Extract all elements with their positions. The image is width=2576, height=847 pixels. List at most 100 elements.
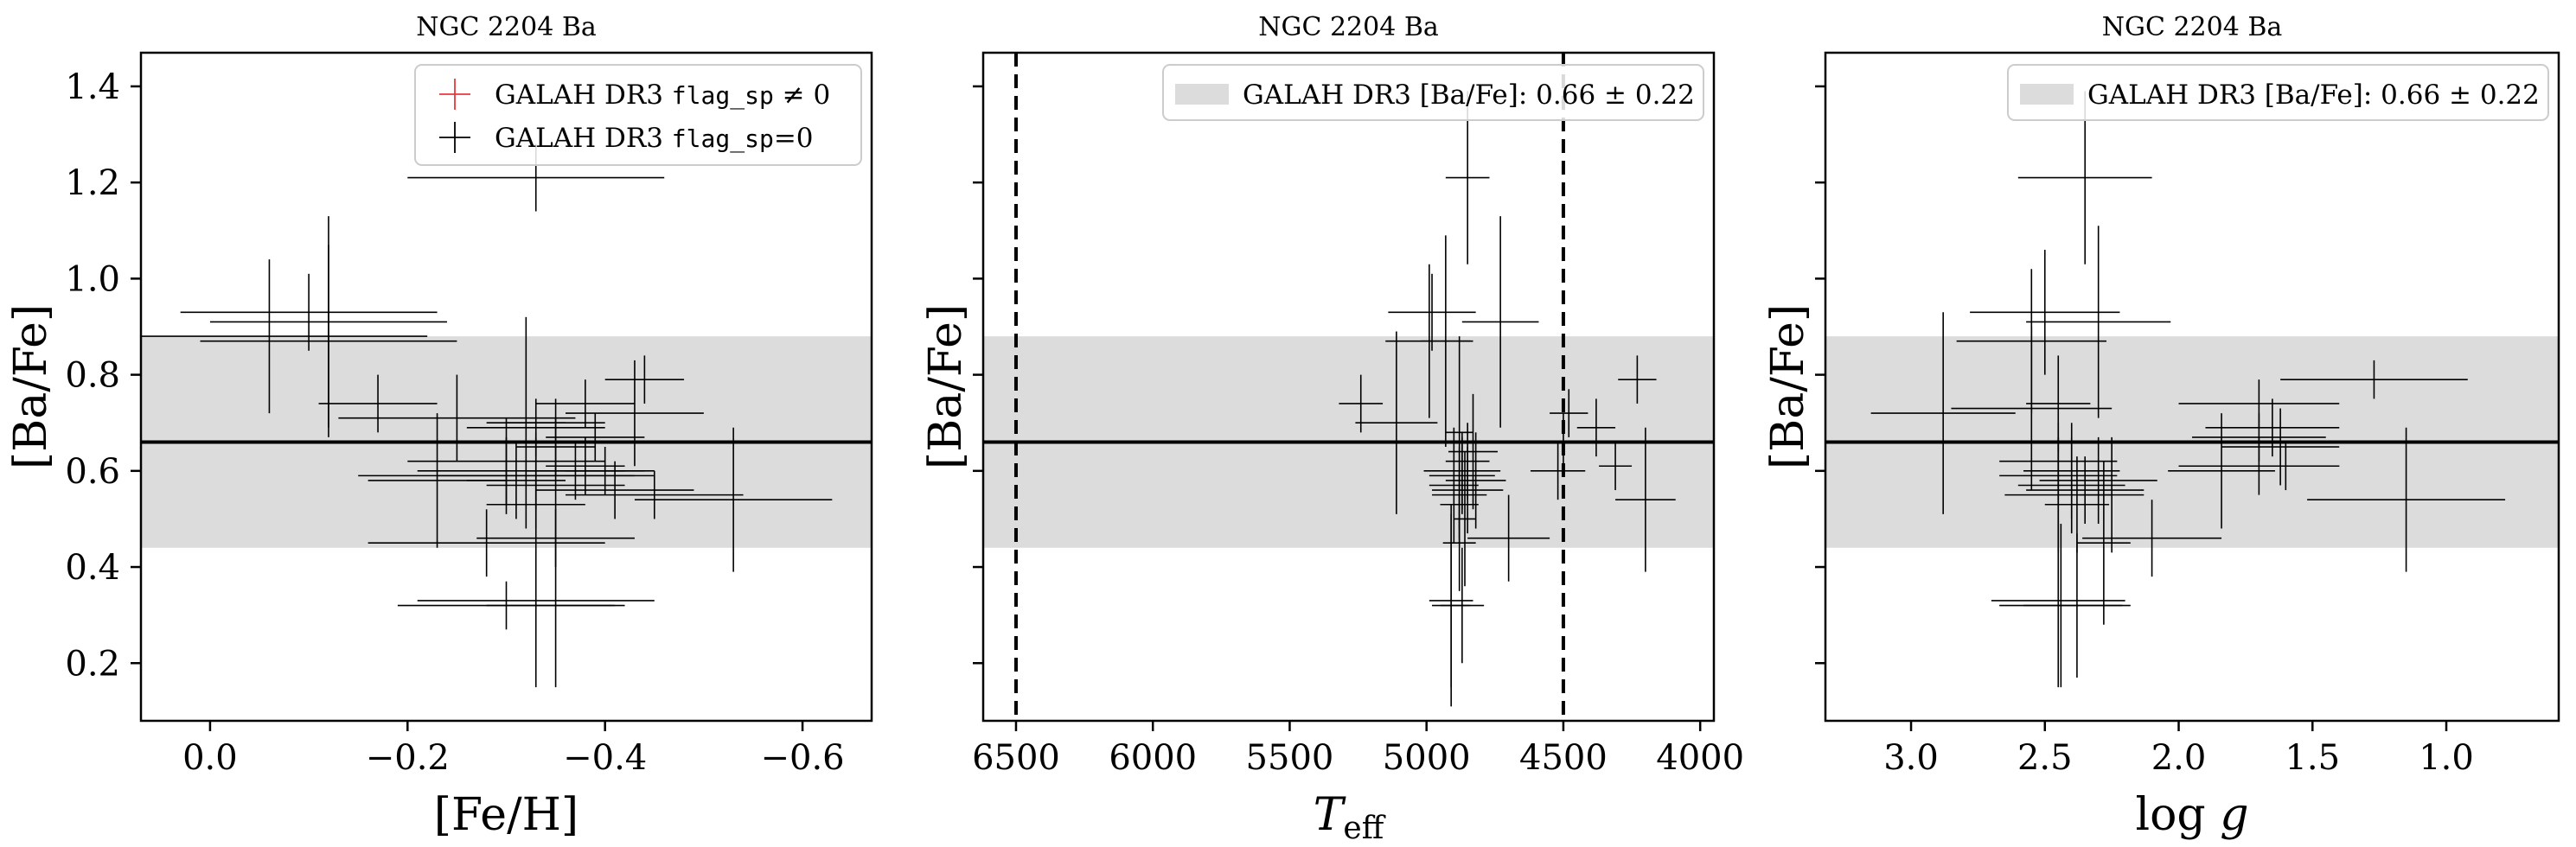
data-point: [2026, 226, 2171, 418]
x-tick-label: 1.0: [2419, 738, 2474, 778]
panel-title: NGC 2204 Ba: [416, 12, 597, 42]
x-tick-label: 4500: [1519, 738, 1608, 778]
data-point: [2307, 427, 2506, 572]
x-tick-label: 6500: [972, 738, 1060, 778]
x-tick-label: 5500: [1246, 738, 1334, 778]
legend-label-text: GALAH DR3: [495, 123, 672, 154]
legend-label: GALAH DR3 flag_sp=0: [495, 123, 814, 154]
panel-title: NGC 2204 Ba: [1258, 12, 1439, 42]
legend-label-text: GALAH DR3 [Ba/Fe]:: [2087, 80, 2381, 111]
x-tick-label: 6000: [1109, 738, 1197, 778]
data-point: [141, 259, 428, 414]
data-point: [1951, 326, 2113, 491]
data-point: [1355, 331, 1438, 514]
data-point: [1599, 442, 1633, 491]
legend-label: GALAH DR3 flag_sp ≠ 0: [495, 80, 830, 111]
data-point: [1388, 273, 1476, 351]
data-point: [1421, 235, 1471, 448]
data-point: [2232, 442, 2340, 491]
x-tick-label: 1.5: [2285, 738, 2340, 778]
legend-label-code: flag_sp: [672, 81, 774, 111]
axes-frame: [1824, 51, 2560, 723]
plot-area: [1825, 91, 2559, 688]
data-point: [1442, 494, 1476, 591]
y-tick-label: 1.2: [65, 163, 120, 203]
legend-label-suffix: ≠ 0: [774, 80, 830, 111]
legend-box: [2007, 64, 2549, 121]
data-point: [1618, 355, 1657, 404]
legend: GALAH DR3 [Ba/Fe]: 0.66 ± 0.22: [1162, 64, 1704, 121]
data-point: [1440, 547, 1485, 664]
panel-teff: 6500 6000 5500 5000 4500 4000 NGC 2204 Ba [Ba/F…: [920, 12, 1744, 846]
data-point: [546, 413, 645, 462]
y-tick-label: 1.0: [65, 259, 120, 299]
data-point: [535, 379, 635, 428]
axes-frame: [981, 51, 1716, 723]
data-point: [566, 470, 744, 519]
data-point: [2039, 436, 2157, 524]
axes-frame: [139, 51, 873, 723]
data-point: [368, 413, 507, 548]
data-point: [1429, 427, 1479, 544]
data-point: [180, 273, 438, 351]
legend-label-text: GALAH DR3: [495, 80, 672, 111]
data-point: [486, 316, 566, 529]
data-point: [1467, 494, 1550, 582]
x-tick-label: 4000: [1656, 738, 1744, 778]
y-tick-label: 0.8: [65, 356, 120, 396]
legend-label: GALAH DR3 [Ba/Fe]: 0.66 ± 0.22: [2087, 80, 2540, 111]
data-point: [486, 523, 625, 688]
data-point: [1429, 436, 1495, 514]
x-axis-label: log g: [2135, 789, 2248, 841]
legend: GALAH DR3 [Ba/Fe]: 0.66 ± 0.22: [2007, 64, 2549, 121]
legend-label: GALAH DR3 [Ba/Fe]: 0.66 ± 0.22: [1243, 80, 1695, 111]
legend-box: [1162, 64, 1704, 121]
y-tick-label: 0.2: [65, 644, 120, 684]
legend-label-suffix: =0: [774, 123, 814, 154]
y-axis-label: [Ba/Fe]: [1762, 304, 1814, 469]
data-point: [2023, 533, 2131, 678]
data-point: [2168, 413, 2275, 529]
x-axis-label: Teff: [1314, 789, 1386, 846]
data-point: [1970, 250, 2120, 375]
data-point: [1530, 442, 1586, 500]
x-axis-label: [Fe/H]: [434, 789, 578, 841]
data-point: [2280, 360, 2468, 399]
x-tick-label: 3.0: [1883, 738, 1939, 778]
data-point: [2080, 436, 2145, 553]
data-point: [200, 245, 457, 437]
data-point: [1454, 451, 1476, 587]
data-point: [2082, 500, 2222, 577]
legend-box: [414, 64, 862, 166]
data-point: [1576, 398, 1616, 457]
data-point: [417, 513, 655, 688]
data-point: [358, 436, 655, 514]
panel-title: NGC 2204 Ba: [2102, 12, 2283, 42]
data-point: [1445, 432, 1506, 529]
x-tick-label: −0.6: [760, 738, 844, 778]
legend-label-code: flag_sp: [672, 124, 774, 154]
legend-label-suffix: 0.66 ± 0.22: [1536, 80, 1695, 111]
data-point: [2017, 436, 2125, 534]
x-tick-label: 0.0: [182, 738, 238, 778]
plot-area: [141, 143, 872, 688]
data-point: [1550, 389, 1588, 437]
y-axis-label: [Ba/Fe]: [920, 304, 972, 469]
data-point: [634, 427, 833, 572]
data-point: [535, 461, 694, 519]
data-point: [604, 355, 685, 404]
data-point: [1991, 513, 2125, 688]
legend-swatch-band: [1175, 84, 1229, 105]
legend-swatch-band: [2020, 84, 2074, 105]
legend-label-suffix: 0.66 ± 0.22: [2381, 80, 2540, 111]
y-tick-label: 0.4: [65, 548, 120, 588]
data-point: [1870, 312, 2016, 514]
panel-feh: 0.0 −0.2 −0.4 −0.6 0.2 0.4 0.6 0.8 1.0 1.2 1.4 NGC …: [5, 12, 873, 841]
y-axis-label: [Ba/Fe]: [5, 304, 57, 469]
data-point: [318, 374, 438, 433]
x-tick-label: 2.0: [2151, 738, 2207, 778]
data-point: [566, 360, 704, 467]
legend-label-text: GALAH DR3 [Ba/Fe]:: [1243, 80, 1536, 111]
